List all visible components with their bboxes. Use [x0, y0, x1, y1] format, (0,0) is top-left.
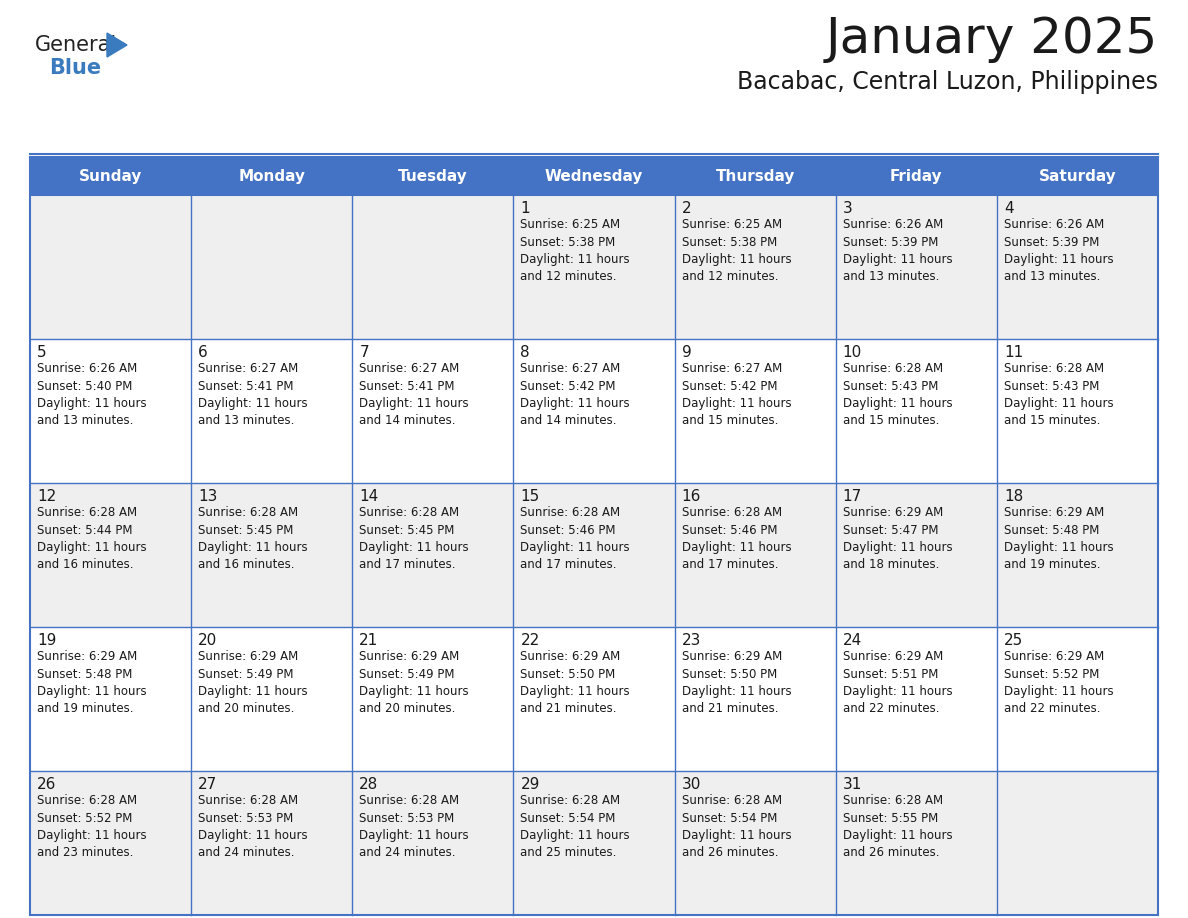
Text: Tuesday: Tuesday — [398, 169, 468, 184]
Text: Sunrise: 6:29 AM
Sunset: 5:52 PM
Daylight: 11 hours
and 22 minutes.: Sunrise: 6:29 AM Sunset: 5:52 PM Dayligh… — [1004, 650, 1113, 715]
Text: Sunrise: 6:28 AM
Sunset: 5:53 PM
Daylight: 11 hours
and 24 minutes.: Sunrise: 6:28 AM Sunset: 5:53 PM Dayligh… — [359, 794, 469, 859]
Bar — [30, 195, 1158, 339]
Text: Sunrise: 6:28 AM
Sunset: 5:52 PM
Daylight: 11 hours
and 23 minutes.: Sunrise: 6:28 AM Sunset: 5:52 PM Dayligh… — [37, 794, 146, 859]
Text: January 2025: January 2025 — [826, 15, 1158, 63]
Text: 24: 24 — [842, 633, 862, 648]
Text: Sunrise: 6:28 AM
Sunset: 5:43 PM
Daylight: 11 hours
and 15 minutes.: Sunrise: 6:28 AM Sunset: 5:43 PM Dayligh… — [842, 362, 953, 428]
Bar — [30, 627, 1158, 771]
Text: Saturday: Saturday — [1038, 169, 1117, 184]
Text: Sunrise: 6:29 AM
Sunset: 5:51 PM
Daylight: 11 hours
and 22 minutes.: Sunrise: 6:29 AM Sunset: 5:51 PM Dayligh… — [842, 650, 953, 715]
Text: Sunrise: 6:25 AM
Sunset: 5:38 PM
Daylight: 11 hours
and 12 minutes.: Sunrise: 6:25 AM Sunset: 5:38 PM Dayligh… — [682, 218, 791, 284]
Text: Sunrise: 6:28 AM
Sunset: 5:46 PM
Daylight: 11 hours
and 17 minutes.: Sunrise: 6:28 AM Sunset: 5:46 PM Dayligh… — [520, 506, 630, 572]
Text: Sunrise: 6:28 AM
Sunset: 5:54 PM
Daylight: 11 hours
and 26 minutes.: Sunrise: 6:28 AM Sunset: 5:54 PM Dayligh… — [682, 794, 791, 859]
Text: 15: 15 — [520, 489, 539, 504]
Text: 27: 27 — [198, 777, 217, 792]
Text: Monday: Monday — [239, 169, 305, 184]
Text: Sunrise: 6:27 AM
Sunset: 5:42 PM
Daylight: 11 hours
and 14 minutes.: Sunrise: 6:27 AM Sunset: 5:42 PM Dayligh… — [520, 362, 630, 428]
Text: 21: 21 — [359, 633, 379, 648]
Text: Blue: Blue — [49, 58, 101, 78]
Text: Sunrise: 6:26 AM
Sunset: 5:40 PM
Daylight: 11 hours
and 13 minutes.: Sunrise: 6:26 AM Sunset: 5:40 PM Dayligh… — [37, 362, 146, 428]
Text: Sunrise: 6:29 AM
Sunset: 5:50 PM
Daylight: 11 hours
and 21 minutes.: Sunrise: 6:29 AM Sunset: 5:50 PM Dayligh… — [682, 650, 791, 715]
Text: 19: 19 — [37, 633, 56, 648]
Text: Bacabac, Central Luzon, Philippines: Bacabac, Central Luzon, Philippines — [737, 70, 1158, 94]
Text: Thursday: Thursday — [715, 169, 795, 184]
Text: Sunrise: 6:25 AM
Sunset: 5:38 PM
Daylight: 11 hours
and 12 minutes.: Sunrise: 6:25 AM Sunset: 5:38 PM Dayligh… — [520, 218, 630, 284]
Text: Sunrise: 6:28 AM
Sunset: 5:54 PM
Daylight: 11 hours
and 25 minutes.: Sunrise: 6:28 AM Sunset: 5:54 PM Dayligh… — [520, 794, 630, 859]
Text: Sunrise: 6:29 AM
Sunset: 5:49 PM
Daylight: 11 hours
and 20 minutes.: Sunrise: 6:29 AM Sunset: 5:49 PM Dayligh… — [198, 650, 308, 715]
Text: Sunrise: 6:26 AM
Sunset: 5:39 PM
Daylight: 11 hours
and 13 minutes.: Sunrise: 6:26 AM Sunset: 5:39 PM Dayligh… — [842, 218, 953, 284]
Text: 8: 8 — [520, 345, 530, 360]
Text: 26: 26 — [37, 777, 56, 792]
Text: Sunrise: 6:28 AM
Sunset: 5:55 PM
Daylight: 11 hours
and 26 minutes.: Sunrise: 6:28 AM Sunset: 5:55 PM Dayligh… — [842, 794, 953, 859]
Text: 18: 18 — [1004, 489, 1023, 504]
Text: 5: 5 — [37, 345, 46, 360]
Text: Sunrise: 6:28 AM
Sunset: 5:45 PM
Daylight: 11 hours
and 16 minutes.: Sunrise: 6:28 AM Sunset: 5:45 PM Dayligh… — [198, 506, 308, 572]
Text: 4: 4 — [1004, 201, 1013, 216]
Text: Sunrise: 6:29 AM
Sunset: 5:48 PM
Daylight: 11 hours
and 19 minutes.: Sunrise: 6:29 AM Sunset: 5:48 PM Dayligh… — [1004, 506, 1113, 572]
Text: Sunrise: 6:28 AM
Sunset: 5:53 PM
Daylight: 11 hours
and 24 minutes.: Sunrise: 6:28 AM Sunset: 5:53 PM Dayligh… — [198, 794, 308, 859]
Text: 30: 30 — [682, 777, 701, 792]
Text: 23: 23 — [682, 633, 701, 648]
Text: 29: 29 — [520, 777, 539, 792]
Bar — [30, 483, 1158, 627]
Text: 11: 11 — [1004, 345, 1023, 360]
Text: 22: 22 — [520, 633, 539, 648]
Text: Sunrise: 6:27 AM
Sunset: 5:41 PM
Daylight: 11 hours
and 14 minutes.: Sunrise: 6:27 AM Sunset: 5:41 PM Dayligh… — [359, 362, 469, 428]
Bar — [30, 771, 1158, 915]
Text: 10: 10 — [842, 345, 862, 360]
Text: Sunrise: 6:28 AM
Sunset: 5:44 PM
Daylight: 11 hours
and 16 minutes.: Sunrise: 6:28 AM Sunset: 5:44 PM Dayligh… — [37, 506, 146, 572]
Text: Sunrise: 6:29 AM
Sunset: 5:47 PM
Daylight: 11 hours
and 18 minutes.: Sunrise: 6:29 AM Sunset: 5:47 PM Dayligh… — [842, 506, 953, 572]
Text: 7: 7 — [359, 345, 369, 360]
Text: 2: 2 — [682, 201, 691, 216]
Bar — [30, 157, 1158, 195]
Text: 14: 14 — [359, 489, 379, 504]
Text: General: General — [34, 35, 118, 55]
Text: Friday: Friday — [890, 169, 942, 184]
Text: 20: 20 — [198, 633, 217, 648]
Text: 25: 25 — [1004, 633, 1023, 648]
Text: 1: 1 — [520, 201, 530, 216]
Text: Sunrise: 6:26 AM
Sunset: 5:39 PM
Daylight: 11 hours
and 13 minutes.: Sunrise: 6:26 AM Sunset: 5:39 PM Dayligh… — [1004, 218, 1113, 284]
Text: 3: 3 — [842, 201, 853, 216]
Text: Sunday: Sunday — [78, 169, 143, 184]
Text: Sunrise: 6:29 AM
Sunset: 5:49 PM
Daylight: 11 hours
and 20 minutes.: Sunrise: 6:29 AM Sunset: 5:49 PM Dayligh… — [359, 650, 469, 715]
Text: 17: 17 — [842, 489, 862, 504]
Text: Sunrise: 6:29 AM
Sunset: 5:50 PM
Daylight: 11 hours
and 21 minutes.: Sunrise: 6:29 AM Sunset: 5:50 PM Dayligh… — [520, 650, 630, 715]
Text: Sunrise: 6:28 AM
Sunset: 5:45 PM
Daylight: 11 hours
and 17 minutes.: Sunrise: 6:28 AM Sunset: 5:45 PM Dayligh… — [359, 506, 469, 572]
Text: Sunrise: 6:27 AM
Sunset: 5:42 PM
Daylight: 11 hours
and 15 minutes.: Sunrise: 6:27 AM Sunset: 5:42 PM Dayligh… — [682, 362, 791, 428]
Bar — [30, 339, 1158, 483]
Text: 9: 9 — [682, 345, 691, 360]
Polygon shape — [107, 33, 127, 57]
Text: Sunrise: 6:28 AM
Sunset: 5:43 PM
Daylight: 11 hours
and 15 minutes.: Sunrise: 6:28 AM Sunset: 5:43 PM Dayligh… — [1004, 362, 1113, 428]
Text: 6: 6 — [198, 345, 208, 360]
Text: Wednesday: Wednesday — [545, 169, 643, 184]
Text: 12: 12 — [37, 489, 56, 504]
Text: 16: 16 — [682, 489, 701, 504]
Text: Sunrise: 6:28 AM
Sunset: 5:46 PM
Daylight: 11 hours
and 17 minutes.: Sunrise: 6:28 AM Sunset: 5:46 PM Dayligh… — [682, 506, 791, 572]
Text: Sunrise: 6:29 AM
Sunset: 5:48 PM
Daylight: 11 hours
and 19 minutes.: Sunrise: 6:29 AM Sunset: 5:48 PM Dayligh… — [37, 650, 146, 715]
Text: 31: 31 — [842, 777, 862, 792]
Text: 13: 13 — [198, 489, 217, 504]
Text: 28: 28 — [359, 777, 379, 792]
Text: Sunrise: 6:27 AM
Sunset: 5:41 PM
Daylight: 11 hours
and 13 minutes.: Sunrise: 6:27 AM Sunset: 5:41 PM Dayligh… — [198, 362, 308, 428]
